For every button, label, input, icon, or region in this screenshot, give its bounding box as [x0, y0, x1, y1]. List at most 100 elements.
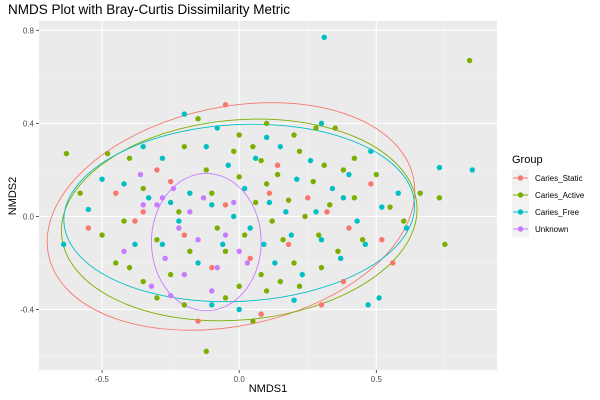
- point-caries-active: [252, 199, 259, 206]
- point-caries-active: [258, 157, 264, 164]
- point-caries-active: [209, 190, 215, 196]
- legend-key-point-caries-static: [517, 175, 524, 181]
- point-unknown: [159, 195, 166, 201]
- point-unknown: [176, 225, 182, 231]
- point-caries-active: [126, 155, 133, 161]
- y-axis-ticks: -0.4 0.0 0.4 0.8: [20, 26, 39, 315]
- point-caries-active: [313, 125, 319, 131]
- x-axis-title: NMDS1: [249, 383, 288, 395]
- point-caries-active: [401, 218, 407, 224]
- point-unknown: [236, 248, 242, 255]
- point-caries-static: [305, 195, 311, 201]
- point-caries-active: [332, 125, 338, 131]
- point-caries-active: [291, 260, 297, 266]
- point-caries-active: [181, 302, 188, 308]
- point-caries-static: [222, 202, 229, 208]
- point-caries-active: [442, 241, 448, 248]
- point-caries-active: [296, 283, 303, 289]
- point-caries-active: [203, 348, 209, 355]
- legend-key-point-unknown: [517, 226, 524, 232]
- point-caries-active: [167, 271, 174, 278]
- y-tick-label: 0.0: [23, 212, 35, 221]
- point-caries-free: [272, 260, 278, 266]
- legend: Group Caries_Static Caries_Active Caries_F…: [512, 154, 585, 238]
- point-caries-active: [222, 295, 229, 301]
- point-caries-free: [209, 302, 215, 308]
- point-caries-active: [436, 195, 443, 201]
- point-caries-active: [296, 148, 303, 154]
- point-caries-free: [318, 237, 325, 243]
- chart-title: NMDS Plot with Bray-Curtis Dissimilarity…: [8, 2, 290, 17]
- point-caries-active: [236, 174, 242, 180]
- point-caries-free: [288, 232, 295, 238]
- point-caries-free: [266, 199, 273, 206]
- point-caries-active: [126, 264, 133, 271]
- point-caries-free: [247, 225, 253, 231]
- point-caries-active: [327, 202, 333, 208]
- ellipse-caries-active: [60, 118, 418, 322]
- point-caries-active: [316, 232, 322, 238]
- legend-label-caries-free: Caries_Free: [535, 208, 580, 217]
- point-caries-active: [250, 143, 256, 150]
- point-caries-free: [299, 271, 305, 278]
- point-caries-free: [132, 241, 138, 248]
- point-caries-active: [236, 283, 242, 289]
- point-caries-static: [340, 278, 347, 285]
- point-caries-free: [121, 181, 127, 187]
- x-tick-label: 0.0: [234, 375, 246, 384]
- legend-label-caries-active: Caries_Active: [535, 191, 585, 200]
- point-caries-static: [222, 102, 229, 108]
- point-caries-active: [222, 248, 229, 255]
- point-caries-free: [346, 171, 352, 178]
- point-caries-active: [176, 209, 182, 215]
- point-caries-static: [209, 264, 215, 271]
- point-caries-free: [379, 204, 385, 210]
- legend-key-point-caries-free: [517, 209, 524, 215]
- point-caries-active: [321, 162, 327, 168]
- point-caries-free: [321, 34, 327, 40]
- point-unknown: [187, 209, 193, 215]
- point-caries-active: [140, 185, 146, 192]
- point-caries-static: [85, 225, 92, 231]
- y-tick-label: 0.4: [23, 119, 35, 128]
- point-caries-free: [236, 306, 242, 313]
- point-caries-free: [203, 143, 209, 150]
- point-caries-active: [274, 171, 281, 178]
- point-caries-free: [307, 157, 314, 164]
- point-caries-static: [140, 209, 146, 215]
- point-caries-static: [379, 237, 385, 243]
- point-caries-static: [285, 241, 292, 248]
- legend-label-unknown: Unknown: [535, 225, 568, 234]
- point-caries-free: [209, 202, 215, 208]
- point-unknown: [121, 248, 127, 255]
- point-caries-active: [99, 232, 105, 238]
- y-tick-label: 0.8: [23, 26, 35, 35]
- point-caries-static: [258, 311, 264, 317]
- point-caries-active: [236, 132, 242, 138]
- data-points: [60, 34, 476, 355]
- point-caries-static: [324, 209, 330, 215]
- point-unknown: [181, 271, 188, 278]
- legend-items: Caries_Static Caries_Active Caries_Free Unk…: [512, 169, 585, 238]
- point-caries-free: [159, 155, 166, 161]
- point-caries-static: [318, 302, 325, 308]
- point-caries-active: [269, 218, 275, 224]
- ellipse-unknown: [150, 172, 262, 312]
- point-unknown: [244, 260, 251, 266]
- point-caries-active: [187, 248, 193, 255]
- point-caries-free: [318, 120, 325, 127]
- point-caries-active: [280, 237, 286, 243]
- point-caries-active: [203, 167, 209, 173]
- point-caries-active: [335, 248, 341, 255]
- point-caries-active: [291, 132, 297, 138]
- point-unknown: [222, 232, 229, 238]
- point-caries-active: [154, 295, 160, 301]
- point-caries-free: [146, 195, 152, 201]
- point-caries-free: [220, 241, 226, 248]
- point-unknown: [231, 199, 237, 206]
- point-caries-free: [354, 218, 360, 224]
- point-caries-static: [266, 190, 273, 196]
- point-caries-free: [140, 143, 146, 150]
- point-caries-static: [181, 232, 188, 238]
- point-caries-free: [261, 241, 267, 248]
